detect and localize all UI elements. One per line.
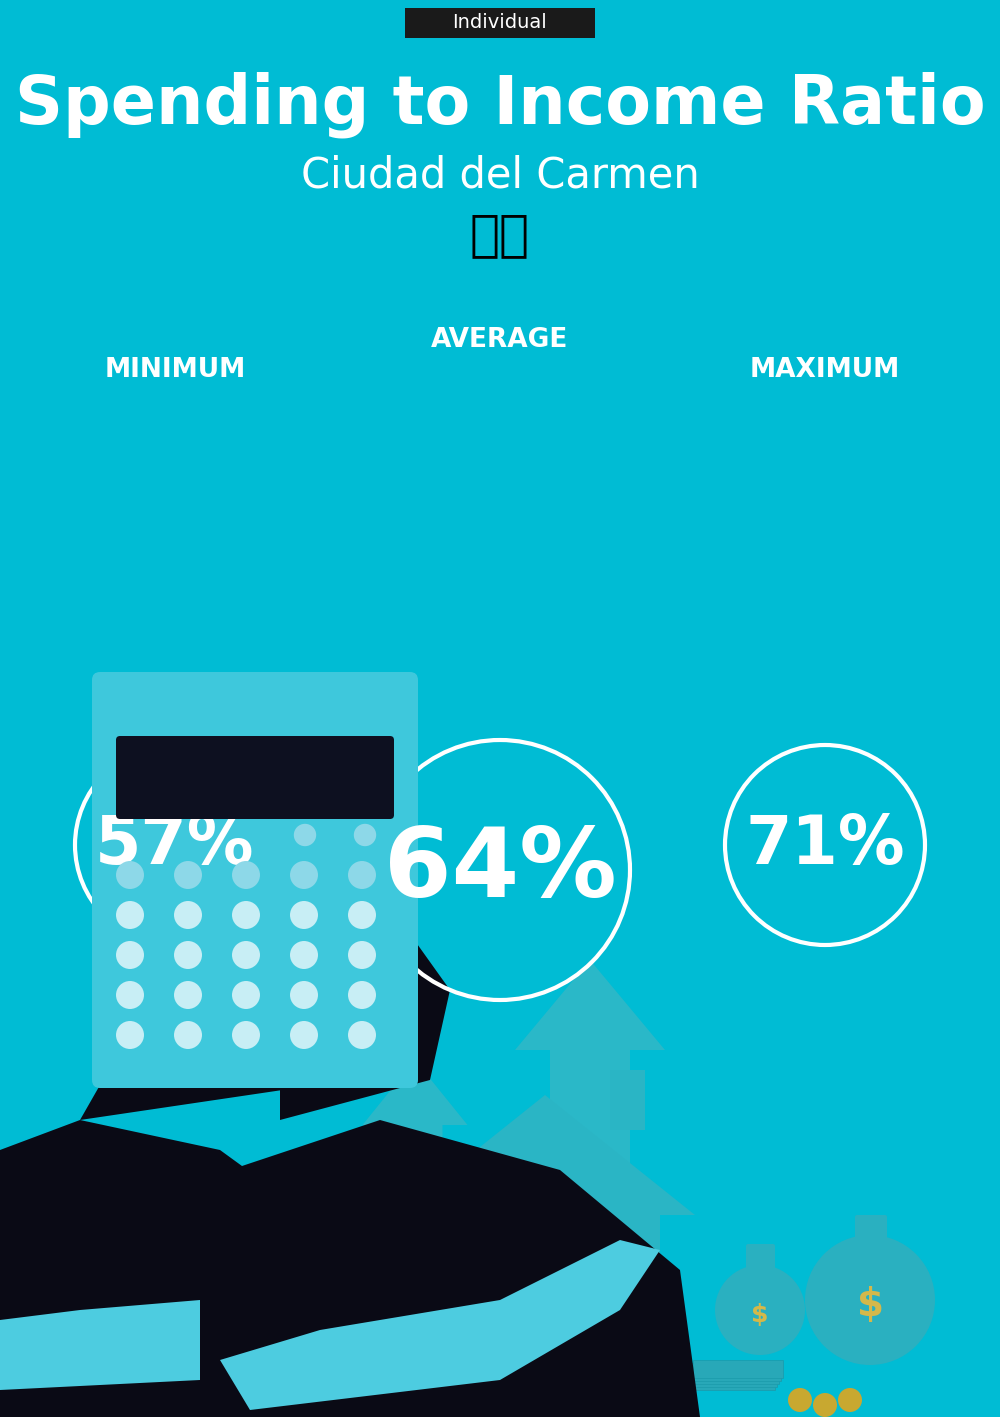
Circle shape <box>813 1393 837 1417</box>
FancyArrow shape <box>362 1060 468 1309</box>
FancyBboxPatch shape <box>746 1244 775 1270</box>
Text: 71%: 71% <box>745 812 905 879</box>
Text: 64%: 64% <box>384 823 616 917</box>
Text: 57%: 57% <box>95 812 255 879</box>
Polygon shape <box>280 920 450 1119</box>
Circle shape <box>232 862 260 888</box>
Circle shape <box>348 1022 376 1049</box>
FancyBboxPatch shape <box>685 1372 775 1390</box>
Circle shape <box>715 1265 805 1355</box>
Circle shape <box>174 1022 202 1049</box>
Text: 🇲🇽: 🇲🇽 <box>470 211 530 259</box>
Circle shape <box>174 941 202 969</box>
FancyBboxPatch shape <box>92 672 418 1088</box>
Polygon shape <box>80 959 390 1119</box>
Circle shape <box>838 1389 862 1411</box>
Text: AVERAGE: AVERAGE <box>431 327 569 353</box>
Text: Ciudad del Carmen: Ciudad del Carmen <box>301 154 699 196</box>
Circle shape <box>116 901 144 930</box>
Circle shape <box>232 901 260 930</box>
Circle shape <box>174 901 202 930</box>
Circle shape <box>116 1022 144 1049</box>
FancyBboxPatch shape <box>116 735 394 819</box>
Circle shape <box>116 862 144 888</box>
Polygon shape <box>200 1119 700 1417</box>
Polygon shape <box>395 1095 695 1214</box>
Circle shape <box>232 941 260 969</box>
Circle shape <box>232 981 260 1009</box>
Polygon shape <box>220 1240 660 1410</box>
Circle shape <box>232 1022 260 1049</box>
Circle shape <box>174 862 202 888</box>
FancyArrow shape <box>515 959 665 1340</box>
Circle shape <box>116 941 144 969</box>
Circle shape <box>174 981 202 1009</box>
Circle shape <box>290 1022 318 1049</box>
Text: $: $ <box>856 1287 884 1323</box>
FancyBboxPatch shape <box>687 1369 777 1387</box>
FancyBboxPatch shape <box>693 1360 783 1377</box>
FancyBboxPatch shape <box>610 1070 645 1129</box>
Text: $: $ <box>751 1304 769 1326</box>
Circle shape <box>348 901 376 930</box>
Circle shape <box>116 981 144 1009</box>
Circle shape <box>348 862 376 888</box>
Polygon shape <box>0 1119 420 1417</box>
Circle shape <box>354 823 376 846</box>
FancyBboxPatch shape <box>510 1295 580 1390</box>
FancyBboxPatch shape <box>855 1214 887 1244</box>
Circle shape <box>788 1389 812 1411</box>
Polygon shape <box>0 1240 350 1390</box>
FancyBboxPatch shape <box>405 9 595 38</box>
Circle shape <box>805 1236 935 1365</box>
Circle shape <box>290 941 318 969</box>
Circle shape <box>290 981 318 1009</box>
Text: Spending to Income Ratio: Spending to Income Ratio <box>15 72 985 139</box>
FancyBboxPatch shape <box>691 1363 781 1382</box>
Circle shape <box>348 941 376 969</box>
Circle shape <box>290 901 318 930</box>
Circle shape <box>290 862 318 888</box>
Text: MAXIMUM: MAXIMUM <box>750 357 900 383</box>
Circle shape <box>348 981 376 1009</box>
FancyBboxPatch shape <box>430 1214 660 1390</box>
Circle shape <box>294 823 316 846</box>
Text: MINIMUM: MINIMUM <box>104 357 246 383</box>
FancyBboxPatch shape <box>689 1366 779 1384</box>
Text: Individual: Individual <box>453 14 547 33</box>
